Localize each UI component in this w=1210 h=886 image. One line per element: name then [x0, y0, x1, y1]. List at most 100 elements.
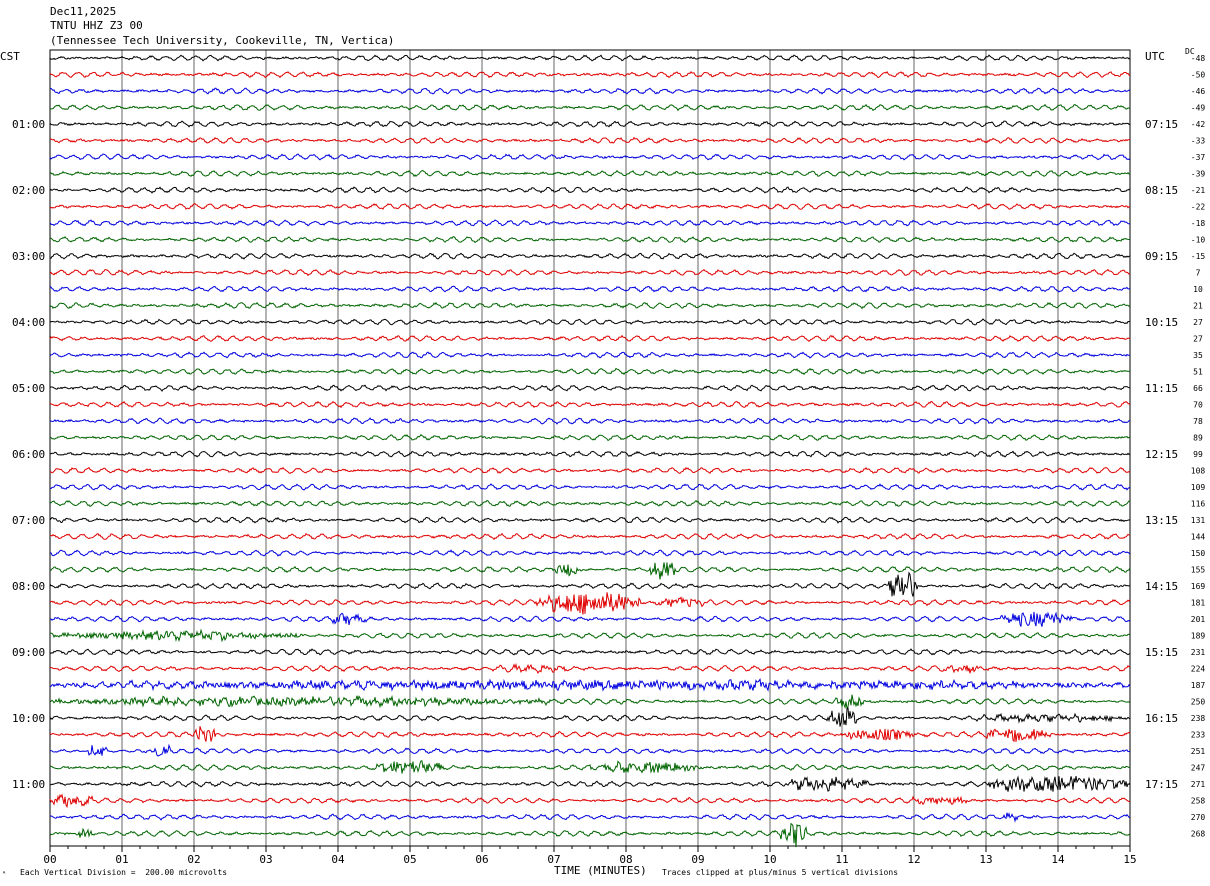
trace-row-0	[49, 54, 1131, 62]
trace-row-34	[49, 611, 1131, 627]
dc-offset-label: -39	[1191, 170, 1206, 179]
clip-note: Traces clipped at plus/minus 5 vertical …	[662, 868, 899, 877]
dc-offset-label: 35	[1193, 351, 1203, 360]
trace-row-6	[49, 153, 1131, 161]
dc-offset-label: -49	[1191, 104, 1206, 113]
x-tick-label: 08	[619, 853, 632, 866]
dc-offset-label: 169	[1191, 582, 1206, 591]
utc-hour-label: 12:15	[1145, 448, 1178, 461]
x-tick-label: 10	[763, 853, 776, 866]
x-tick-label: 11	[835, 853, 848, 866]
x-tick-label: 01	[115, 853, 128, 866]
station-code: TNTU HHZ Z3 00	[50, 19, 143, 32]
dc-offset-label: 268	[1191, 830, 1206, 839]
cst-hour-label: 01:00	[12, 118, 45, 131]
trace-row-45	[49, 793, 1131, 809]
dc-offset-label: -33	[1191, 137, 1206, 146]
cst-hour-label: 09:00	[12, 646, 45, 659]
trace-row-7	[49, 169, 1131, 178]
trace-row-9	[49, 203, 1131, 210]
dc-offset-label: -50	[1191, 71, 1206, 80]
dc-offset-label: -21	[1191, 186, 1206, 195]
x-tick-label: 13	[979, 853, 992, 866]
cst-hour-label: 07:00	[12, 514, 45, 527]
cst-hour-label: 04:00	[12, 316, 45, 329]
trace-row-17	[49, 334, 1131, 342]
dc-offset-label: 10	[1193, 285, 1203, 294]
trace-row-40	[49, 707, 1131, 727]
cst-hour-label: 05:00	[12, 382, 45, 395]
utc-hour-label: 11:15	[1145, 382, 1178, 395]
cst-hour-label: 02:00	[12, 184, 45, 197]
dc-offset-label: -42	[1191, 120, 1206, 129]
utc-hour-label: 13:15	[1145, 514, 1178, 527]
trace-row-15	[49, 301, 1131, 310]
dc-offset-label: 155	[1191, 566, 1206, 575]
footer-glyph: ᴬ	[2, 870, 7, 878]
dc-offset-label: 181	[1191, 599, 1206, 608]
dc-offset-label: 51	[1193, 368, 1203, 377]
trace-row-26	[49, 483, 1131, 491]
x-axis-title: TIME (MINUTES)	[554, 864, 647, 877]
trace-row-30	[49, 549, 1131, 557]
dc-offset-label: 189	[1191, 632, 1206, 641]
trace-row-28	[49, 516, 1131, 524]
cst-hour-label: 11:00	[12, 778, 45, 791]
trace-row-33	[49, 592, 1131, 615]
trace-row-12	[49, 252, 1131, 260]
dc-offset-label: 7	[1196, 269, 1201, 278]
x-tick-label: 02	[187, 853, 200, 866]
dc-offset-label: -46	[1191, 87, 1206, 96]
x-tick-label: 07	[547, 853, 560, 866]
dc-offset-label: 238	[1191, 714, 1206, 723]
dc-offset-label: 89	[1193, 434, 1203, 443]
dc-offset-label: 247	[1191, 764, 1206, 773]
station-location: (Tennessee Tech University, Cookeville, …	[50, 34, 395, 47]
trace-row-11	[49, 236, 1131, 244]
dc-offset-label: 187	[1191, 681, 1206, 690]
plot-frame	[49, 49, 1131, 847]
x-tick-label: 14	[1051, 853, 1065, 866]
dc-offset-title: DC	[1185, 47, 1195, 56]
utc-hour-label: 10:15	[1145, 316, 1178, 329]
cst-hour-label: 06:00	[12, 448, 45, 461]
dc-offset-label: 109	[1191, 483, 1206, 492]
dc-offset-label: 150	[1191, 549, 1206, 558]
trace-row-2	[49, 87, 1131, 95]
x-tick-label: 12	[907, 853, 920, 866]
dc-offset-label: 70	[1193, 401, 1203, 410]
trace-row-47	[49, 822, 1131, 848]
dc-offset-label: 201	[1191, 615, 1206, 624]
x-tick-label: 03	[259, 853, 272, 866]
dc-offset-label: 144	[1191, 533, 1206, 542]
trace-row-21	[49, 400, 1131, 409]
cst-hour-label: 10:00	[12, 712, 45, 725]
utc-hour-label: 17:15	[1145, 778, 1178, 791]
dc-offset-label: 250	[1191, 698, 1206, 707]
trace-row-10	[49, 219, 1131, 227]
utc-hour-label: 15:15	[1145, 646, 1178, 659]
x-tick-label: 15	[1123, 853, 1136, 866]
cst-hour-label: 03:00	[12, 250, 45, 263]
trace-row-36	[49, 648, 1131, 656]
dc-offset-label: 27	[1193, 335, 1203, 344]
trace-row-44	[50, 775, 1131, 792]
trace-row-20	[49, 384, 1131, 392]
dc-offset-label: -37	[1191, 153, 1206, 162]
dc-offset-label: 270	[1191, 813, 1206, 822]
trace-row-5	[49, 136, 1131, 144]
dc-offset-label: 231	[1191, 648, 1206, 657]
trace-row-37	[49, 662, 1131, 675]
x-tick-label: 06	[475, 853, 488, 866]
utc-hour-label: 08:15	[1145, 184, 1178, 197]
x-tick-label: 09	[691, 853, 704, 866]
trace-row-23	[49, 433, 1131, 442]
trace-row-3	[49, 103, 1131, 112]
trace-row-32	[49, 571, 1131, 597]
utc-hour-label: 16:15	[1145, 712, 1178, 725]
utc-hour-label: 14:15	[1145, 580, 1178, 593]
trace-row-18	[49, 351, 1131, 359]
utc-axis-title: UTC	[1145, 50, 1165, 63]
trace-row-4	[49, 120, 1131, 128]
dc-offset-label: 251	[1191, 747, 1206, 756]
